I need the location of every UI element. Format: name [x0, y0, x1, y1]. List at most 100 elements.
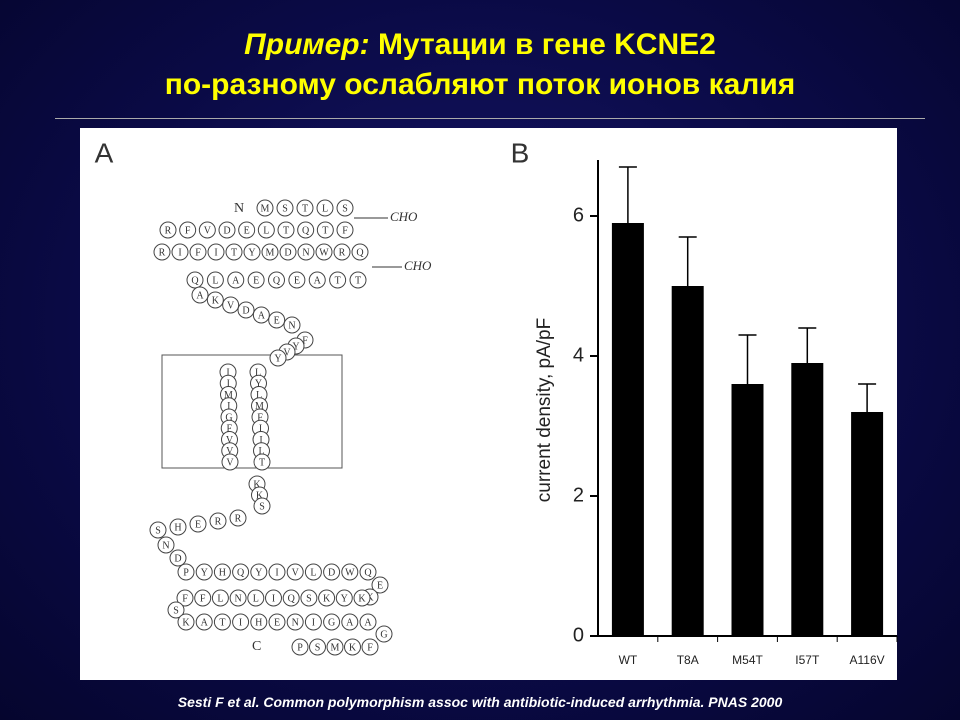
residue-letter: W [319, 247, 329, 258]
residue [326, 638, 344, 656]
residue-letter: D [174, 553, 181, 564]
residue [213, 613, 231, 631]
residue [288, 271, 306, 289]
residue [336, 221, 354, 239]
residue-letter: E [253, 275, 259, 286]
residue-letter: M [255, 401, 264, 412]
residue [361, 638, 379, 656]
residue [329, 271, 347, 289]
residue-letter: I [259, 424, 262, 435]
residue-letter: T [231, 247, 237, 258]
residue-letter: L [258, 446, 264, 457]
residue [157, 536, 175, 554]
residue [323, 613, 341, 631]
y-tick-label: 6 [573, 204, 584, 226]
residue-letter: F [200, 593, 206, 604]
residue [344, 638, 361, 656]
residue [186, 271, 204, 289]
residue-letter: T [259, 457, 265, 468]
residue-letter: I [259, 435, 262, 446]
residue [191, 286, 209, 304]
residue [304, 613, 322, 631]
residue-letter: Q [302, 225, 310, 236]
bar [671, 286, 704, 636]
x-tick-label: M54T [732, 653, 763, 667]
residue [194, 589, 212, 607]
residue-letter: V [227, 300, 235, 311]
residue-letter: I [239, 617, 242, 628]
residue [375, 625, 393, 643]
residue-letter: S [342, 203, 348, 214]
residue [315, 243, 333, 261]
n-terminus: N [234, 201, 244, 216]
residue [149, 521, 167, 539]
residue-letter: E [195, 519, 201, 530]
title-main: Мутации в гене KCNE2 [377, 28, 716, 61]
residue [171, 243, 189, 261]
residue [195, 563, 213, 581]
residue-letter: E [274, 315, 280, 326]
c-terminus: C [252, 639, 261, 654]
residue-letter: R [159, 247, 166, 258]
residue-letter: T [335, 275, 341, 286]
residue-letter: L [322, 203, 328, 214]
residue-letter: L [255, 367, 261, 378]
residue-letter: T [219, 617, 225, 628]
residue-letter: L [310, 567, 316, 578]
residue [237, 301, 255, 319]
residue [247, 589, 265, 607]
residue-letter: V [283, 347, 291, 358]
residue-letter: R [165, 225, 172, 236]
residue-letter: S [259, 501, 265, 512]
bar [731, 384, 764, 636]
residue-letter: D [242, 305, 249, 316]
residue [211, 589, 229, 607]
residue-letter: R [235, 513, 242, 524]
residue [261, 243, 279, 261]
residue-letter: L [253, 593, 259, 604]
residue-letter: D [284, 247, 291, 258]
residue [341, 613, 359, 631]
residue [335, 589, 353, 607]
residue-letter: Q [273, 275, 281, 286]
residue-letter: K [358, 593, 366, 604]
residue-letter: Q [191, 275, 199, 286]
residue-letter: A [201, 617, 209, 628]
residue-letter: N [302, 247, 309, 258]
residue [206, 271, 224, 289]
residue-letter: Y [201, 567, 208, 578]
residue [349, 271, 367, 289]
residue [153, 243, 171, 261]
residue [282, 589, 300, 607]
residue-letter: F [302, 335, 308, 346]
residue [227, 271, 245, 289]
residue-letter: S [173, 605, 179, 616]
residue-letter: Y [255, 567, 262, 578]
residue [371, 576, 389, 594]
residue-letter: M [224, 390, 233, 401]
membrane-box [161, 354, 343, 469]
residue [318, 589, 336, 607]
residue [323, 563, 341, 581]
residue-letter: K [253, 479, 261, 490]
residue-letter: V [226, 457, 234, 468]
residue [277, 221, 295, 239]
residue-letter: I [214, 247, 217, 258]
residue [159, 221, 177, 239]
residue-letter: D [223, 225, 230, 236]
residue-letter: Q [364, 567, 372, 578]
glyco-label: CHO [404, 258, 432, 273]
residue-letter: F [226, 424, 232, 435]
title-line2: по-разному ослабляют поток ионов калия [164, 68, 796, 101]
residue-letter: I [226, 367, 229, 378]
residue-letter: G [225, 412, 232, 423]
residue-letter: P [183, 567, 189, 578]
residue [222, 296, 240, 314]
bar [611, 223, 644, 636]
residue-letter: F [195, 247, 201, 258]
residue-letter: V [226, 446, 234, 457]
x-tick-label: I57T [795, 653, 820, 667]
residue-letter: I [312, 617, 315, 628]
residue-letter: N [234, 593, 241, 604]
residue-letter: K [212, 295, 220, 306]
